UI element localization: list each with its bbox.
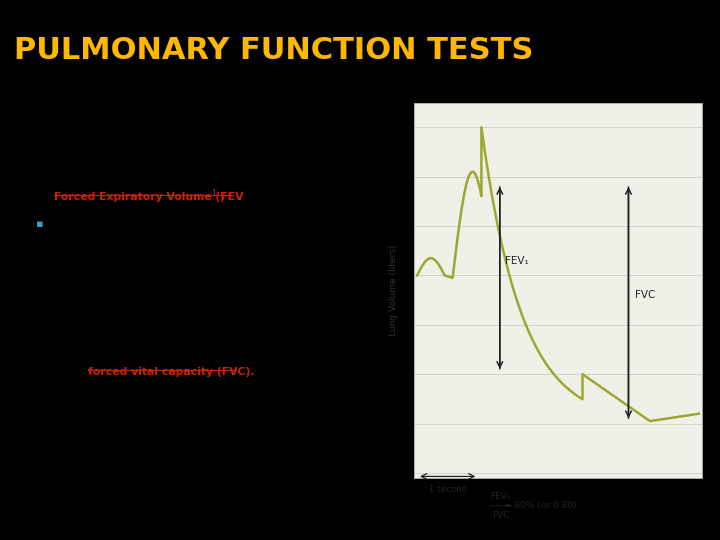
Text: 1: 1 [165,403,171,412]
Text: several lung diseases.: several lung diseases. [37,145,158,154]
Text: The normal ratio of the: The normal ratio of the [37,404,184,415]
Text: full inspiration represents the: full inspiration represents the [37,306,202,316]
Text: second by a forced expiration following: second by a forced expiration following [56,239,248,249]
Text: The most informative tests of lung function: The most informative tests of lung funct… [37,172,274,181]
Text: □: □ [19,286,27,295]
Text: FVC: FVC [492,511,509,521]
Text: ———: ——— [487,502,514,510]
Text: Forced Expiratory Volume (FEV: Forced Expiratory Volume (FEV [55,192,244,202]
Text: is: is [37,192,50,202]
Text: 1: 1 [212,190,216,199]
Text: 1 second: 1 second [428,485,467,494]
Text: The total volume of the gas exhaled after a: The total volume of the gas exhaled afte… [37,286,274,296]
Text: = 80% (or 0.80): = 80% (or 0.80) [504,502,577,510]
Text: FEV₁: FEV₁ [490,491,510,501]
Text: FEV₁: FEV₁ [505,255,529,266]
Text: ): ) [219,192,224,202]
Text: □: □ [19,125,27,133]
Text: Are very useful tests to diagnose: Are very useful tests to diagnose [37,125,217,134]
Y-axis label: Lung Volume (liters): Lung Volume (liters) [389,245,398,336]
Text: exhaled forcefully after a full inspiration: exhaled forcefully after a full inspirat… [37,346,256,356]
Text: a full inspiration.: a full inspiration. [56,259,138,269]
Text: is 80 % of FVC.: is 80 % of FVC. [171,404,266,415]
Text: It is the volume of gas exhaled in one: It is the volume of gas exhaled in one [56,219,240,228]
Text: FVC: FVC [634,290,655,300]
Text: □: □ [19,172,27,180]
Text: FEV: FEV [149,404,172,415]
Text: □: □ [19,404,27,414]
Text: ▪: ▪ [35,219,43,228]
Text: However, the total volume of the gas: However, the total volume of the gas [37,326,241,336]
Text: forced vital capacity (FVC).: forced vital capacity (FVC). [89,367,255,376]
Text: vital capacity.: vital capacity. [161,306,235,316]
Text: Pulmonary function tests: Pulmonary function tests [19,98,173,107]
Text: represents: represents [37,367,99,376]
Text: PULMONARY FUNCTION TESTS: PULMONARY FUNCTION TESTS [14,36,534,65]
